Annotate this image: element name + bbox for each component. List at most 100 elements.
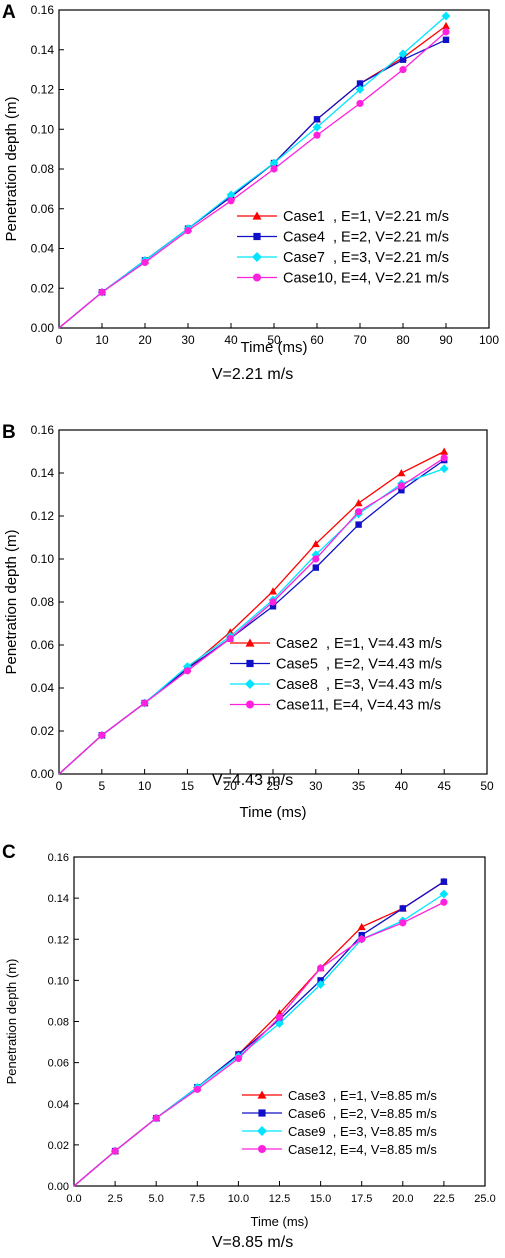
series-line (58, 15, 447, 329)
data-point (269, 603, 277, 610)
data-point (356, 99, 364, 108)
chart-panel-a: A 0 10 20 30 40 50 60 70 80 90 100 0.00 0.02 0.04 0.06… (0, 0, 505, 420)
legend-label: Case3 , E=1, V=8.85 m/s (288, 1088, 437, 1103)
data-point (226, 628, 235, 636)
x-tick-label: 50 (267, 333, 281, 347)
data-point (398, 487, 405, 494)
series-line (58, 31, 447, 329)
x-tick-label: 17.5 (351, 1193, 372, 1205)
penetration-chart: 0.0 2.5 5.0 7.5 10.0 12.5 15.0 17.5 20.0 22.5 25.0… (4, 852, 496, 1229)
data-point (439, 464, 449, 474)
data-point (316, 980, 325, 989)
x-tick-label: 60 (310, 333, 324, 347)
series-line (58, 459, 445, 775)
y-tick-label: 0.16 (31, 423, 55, 437)
x-tick-label: 25.0 (474, 1193, 495, 1205)
x-tick-label: 20 (138, 333, 152, 347)
penetration-chart: 0 10 20 30 40 50 60 70 80 90 100 0.00 0.02 0.04 0.06 0.… (3, 3, 499, 356)
data-point (354, 499, 363, 507)
data-point (355, 85, 365, 94)
chart-panel-c: C 0.0 2.5 5.0 7.5 10.0 12.5 15.0 17.5 20.0 22.5 25… (0, 840, 505, 1258)
legend-label: Case10, E=4, V=2.21 m/s (283, 271, 449, 287)
legend-marker (252, 273, 262, 282)
x-tick-label: 40 (395, 779, 409, 793)
y-tick-label: 0.06 (31, 638, 55, 652)
legend-marker (257, 1126, 267, 1136)
y-tick-label: 0.06 (31, 202, 55, 216)
data-point (270, 165, 278, 173)
x-tick-label: 7.5 (190, 1193, 205, 1205)
data-point (226, 190, 236, 200)
data-point (227, 197, 235, 205)
panel-letter: B (2, 422, 16, 443)
data-point (193, 1085, 201, 1093)
penetration-chart: 0 5 10 15 20 25 30 35 40 45 50 0.00 0.02 0.04 0.06 0.08… (3, 423, 494, 821)
legend-marker (252, 211, 262, 220)
x-tick-label: 20 (224, 779, 238, 793)
x-tick-label: 30 (181, 333, 195, 347)
legend-marker (245, 700, 255, 709)
y-axis-label: Penetration depth (m) (3, 96, 20, 241)
data-point (234, 1054, 242, 1063)
y-tick-label: 0.10 (48, 975, 69, 987)
x-tick-label: 100 (479, 333, 499, 347)
x-axis-label: Time (ms) (241, 339, 308, 356)
data-point (141, 699, 149, 707)
panel-letter: C (2, 842, 16, 863)
data-point (311, 539, 320, 548)
data-point (269, 158, 279, 168)
data-point (226, 634, 234, 643)
chart-caption: V=8.85 m/s (211, 1234, 294, 1251)
legend-marker (245, 679, 255, 689)
data-point (183, 667, 191, 675)
x-tick-label: 35 (352, 779, 366, 793)
data-point (440, 454, 448, 462)
x-tick-label: 0 (56, 333, 63, 347)
data-point (397, 482, 405, 490)
legend-label: Case9 , E=3, V=8.85 m/s (288, 1124, 437, 1139)
legend-label: Case2 , E=1, V=4.43 m/s (276, 636, 442, 652)
y-axis-label: Penetration depth (m) (3, 529, 20, 674)
data-point (184, 227, 192, 235)
legend-label: Case6 , E=2, V=8.85 m/s (288, 1106, 437, 1121)
data-point (357, 922, 366, 931)
data-point (275, 1013, 284, 1021)
y-tick-label: 0.00 (48, 1181, 69, 1193)
x-tick-label: 25 (266, 779, 280, 793)
data-point (269, 598, 277, 606)
series-line (58, 450, 445, 775)
data-point (442, 28, 450, 36)
series-line (58, 468, 445, 775)
chart-caption: V=2.21 m/s (211, 366, 294, 383)
legend-label: Case8 , E=3, V=4.43 m/s (276, 677, 442, 693)
x-axis-label: Time (ms) (250, 1214, 308, 1229)
legend-marker (253, 232, 261, 241)
data-point (312, 122, 322, 132)
y-tick-label: 0.10 (31, 552, 55, 566)
data-point (440, 878, 448, 885)
data-point (141, 258, 149, 267)
x-tick-label: 50 (480, 779, 494, 793)
legend-label: Case11, E=4, V=4.43 m/s (276, 698, 441, 714)
x-tick-label: 5.0 (149, 1193, 164, 1205)
x-tick-label: 15.0 (310, 1193, 331, 1205)
x-tick-label: 5 (98, 779, 105, 793)
y-tick-label: 0.02 (48, 1140, 69, 1152)
x-tick-label: 70 (353, 333, 367, 347)
y-tick-label: 0.00 (31, 767, 55, 781)
data-point (98, 288, 106, 296)
data-point (440, 447, 449, 455)
data-point (399, 66, 407, 74)
x-tick-label: 45 (438, 779, 452, 793)
data-point (399, 56, 407, 63)
legend-marker (246, 659, 254, 668)
data-point (355, 521, 362, 528)
y-tick-label: 0.04 (48, 1099, 69, 1111)
series-line (73, 901, 445, 1187)
y-tick-label: 0.10 (31, 122, 55, 136)
legend-label: Case5 , E=2, V=4.43 m/s (276, 657, 442, 673)
legend-marker (245, 638, 255, 647)
x-tick-label: 0.0 (66, 1193, 81, 1205)
legend-label: Case7 , E=3, V=2.21 m/s (283, 250, 449, 266)
y-tick-label: 0.12 (31, 509, 55, 523)
